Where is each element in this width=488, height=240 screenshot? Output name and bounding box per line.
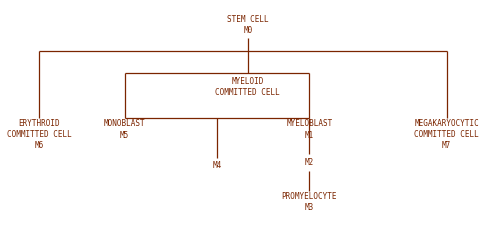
Text: M4: M4 <box>212 161 222 170</box>
Text: PROMYELOCYTE
M3: PROMYELOCYTE M3 <box>282 192 337 212</box>
Text: M2: M2 <box>305 158 314 167</box>
Text: MONOBLAST
M5: MONOBLAST M5 <box>104 120 145 139</box>
Text: MEGAKARYOCYTIC
COMMITTED CELL
M7: MEGAKARYOCYTIC COMMITTED CELL M7 <box>414 119 479 150</box>
Text: MYELOID
COMMITTED CELL: MYELOID COMMITTED CELL <box>215 77 280 97</box>
Text: ERYTHROID
COMMITTED CELL
M6: ERYTHROID COMMITTED CELL M6 <box>7 119 72 150</box>
Text: MYELOBLAST
M1: MYELOBLAST M1 <box>286 120 332 139</box>
Text: STEM CELL
M0: STEM CELL M0 <box>227 15 268 35</box>
